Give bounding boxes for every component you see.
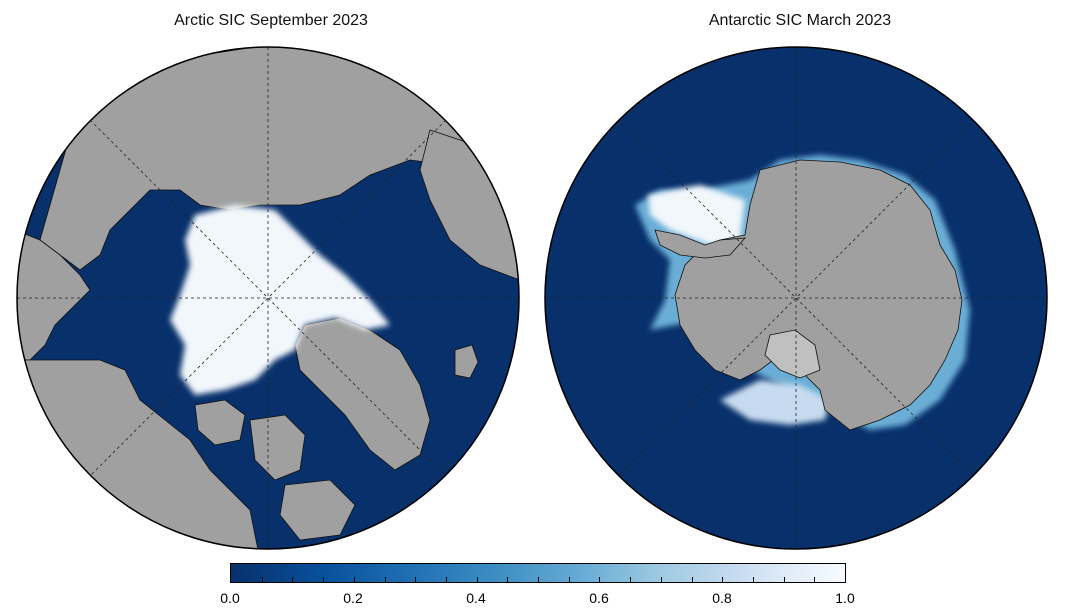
colorbar-minor-tick <box>261 577 263 582</box>
colorbar-minor-tick <box>722 577 724 582</box>
colorbar-tick-label: 0.8 <box>712 590 732 606</box>
colorbar-minor-tick <box>415 577 417 582</box>
arctic-sea-ice <box>170 205 390 395</box>
colorbar-minor-tick <box>323 577 325 582</box>
antarctic-map <box>545 47 1047 549</box>
colorbar-minor-tick <box>752 577 754 582</box>
colorbar-minor-tick <box>660 577 662 582</box>
colorbar-tick-label: 0.6 <box>589 590 609 606</box>
colorbar-minor-tick <box>783 577 785 582</box>
arctic-map <box>17 47 519 549</box>
colorbar-minor-tick <box>292 577 294 582</box>
colorbar <box>230 563 846 583</box>
colorbar-minor-tick <box>445 577 447 582</box>
arctic-land-iceland <box>454 344 479 379</box>
colorbar-minor-tick <box>476 577 478 582</box>
maps-canvas <box>16 46 1048 550</box>
arctic-land-archipelago-3 <box>279 479 356 541</box>
colorbar-minor-tick <box>384 577 386 582</box>
colorbar-tick-label: 1.0 <box>835 590 855 606</box>
arctic-land-greenland <box>294 317 431 471</box>
antarctic-sea-ice-peninsula <box>648 185 745 245</box>
arctic-land-archipelago-2 <box>249 414 306 481</box>
antarctic-ice-shelf <box>764 329 821 379</box>
antarctic-sea-ice-weddell <box>720 380 830 425</box>
colorbar-minor-tick <box>507 577 509 582</box>
colorbar-tick-label: 0.0 <box>220 590 240 606</box>
colorbar-minor-tick <box>353 577 355 582</box>
colorbar-minor-tick <box>568 577 570 582</box>
antarctic-map-border <box>544 46 1048 550</box>
colorbar-minor-tick <box>814 577 816 582</box>
antarctic-land-continent <box>674 159 963 431</box>
colorbar-minor-tick <box>691 577 693 582</box>
colorbar-minor-tick <box>630 577 632 582</box>
colorbar-minor-tick <box>599 577 601 582</box>
arctic-land-archipelago-1 <box>194 399 246 446</box>
arctic-map-border <box>16 46 520 550</box>
colorbar-minor-tick <box>538 577 539 582</box>
arctic-map-title: Arctic SIC September 2023 <box>174 12 368 29</box>
antarctic-land-peninsula <box>654 229 746 259</box>
antarctic-map-title: Antarctic SIC March 2023 <box>708 12 892 29</box>
colorbar-tick-label: 0.2 <box>343 590 363 606</box>
colorbar-tick-label: 0.4 <box>466 590 486 606</box>
